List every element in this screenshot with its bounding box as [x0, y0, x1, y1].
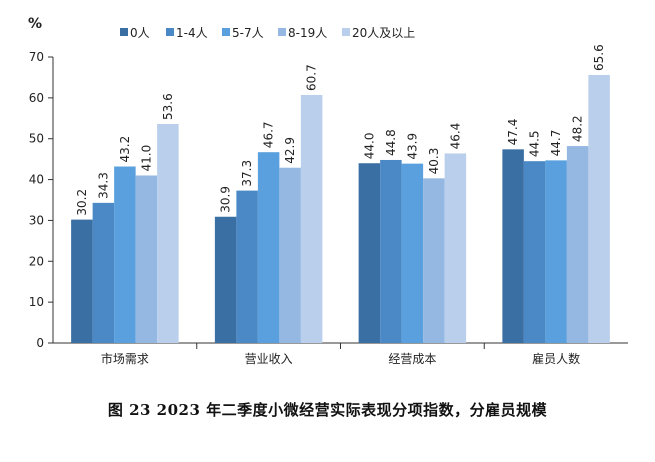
- data-label: 47.4: [506, 119, 520, 146]
- bar: [566, 146, 589, 343]
- legend-label: 1-4人: [176, 26, 208, 40]
- x-tick-label: 雇员人数: [532, 351, 580, 366]
- x-tick-label: 经营成本: [388, 352, 436, 366]
- bar: [71, 219, 93, 343]
- data-label: 42.9: [283, 137, 297, 164]
- data-label: 44.0: [362, 133, 376, 160]
- y-axis-unit-label: %: [28, 16, 42, 32]
- legend-label: 8-19人: [288, 26, 327, 40]
- data-label: 44.5: [528, 130, 542, 157]
- bar: [358, 163, 381, 343]
- bar: [444, 153, 467, 343]
- bar: [214, 216, 237, 343]
- bar: [279, 167, 301, 343]
- data-label: 30.2: [75, 189, 89, 216]
- legend-swatch: [278, 28, 286, 36]
- data-label: 46.7: [262, 121, 276, 148]
- bar: [157, 124, 179, 344]
- legend-label: 20人及以上: [352, 26, 415, 40]
- bar: [523, 161, 546, 343]
- data-label: 41.0: [139, 145, 153, 172]
- y-tick-label: 50: [29, 132, 44, 146]
- bar: [236, 190, 258, 343]
- data-label: 46.4: [448, 123, 462, 150]
- data-label: 48.2: [571, 115, 585, 142]
- y-tick-label: 30: [29, 213, 44, 227]
- data-label: 44.8: [384, 129, 398, 156]
- data-label: 37.3: [240, 160, 254, 187]
- legend-swatch: [120, 28, 128, 36]
- figure-caption: 图 23 2023 年二季度小微经营实际表现分项指数，分雇员规模: [107, 401, 548, 419]
- data-label: 34.3: [96, 172, 110, 199]
- bar: [300, 94, 323, 343]
- y-tick-label: 0: [36, 336, 44, 350]
- y-tick-label: 20: [29, 254, 44, 268]
- bar: [588, 74, 610, 343]
- bar: [401, 163, 424, 343]
- legend-swatch: [222, 28, 230, 36]
- data-label: 43.2: [118, 136, 132, 163]
- x-tick-label: 市场需求: [101, 351, 149, 366]
- data-label: 44.7: [549, 130, 563, 157]
- legend-label: 5-7人: [232, 26, 264, 40]
- data-label: 40.3: [427, 148, 441, 175]
- legend-swatch: [166, 28, 174, 36]
- bar: [545, 160, 567, 343]
- bar: [423, 178, 445, 343]
- legend-label: 0人: [130, 26, 150, 40]
- bar: [502, 149, 524, 343]
- data-label: 60.7: [305, 64, 319, 91]
- bar: [135, 175, 158, 343]
- bar: [92, 202, 115, 343]
- y-tick-label: 40: [29, 173, 44, 187]
- y-tick-label: 10: [29, 295, 44, 309]
- bar: [114, 166, 136, 343]
- y-tick-label: 60: [29, 91, 44, 105]
- y-tick-label: 70: [29, 50, 44, 64]
- data-label: 30.9: [219, 186, 233, 213]
- bar: [380, 159, 402, 343]
- legend-swatch: [342, 28, 350, 36]
- data-label: 53.6: [161, 93, 175, 120]
- data-label: 43.9: [405, 133, 419, 160]
- bar-chart: 0 10 20 30 40 50 60 70% 30.2 34.3 43.2 41.0 53.6 市场需求…: [28, 16, 628, 366]
- bar: [257, 152, 280, 343]
- data-label: 65.6: [592, 44, 606, 71]
- x-tick-label: 营业收入: [245, 352, 293, 366]
